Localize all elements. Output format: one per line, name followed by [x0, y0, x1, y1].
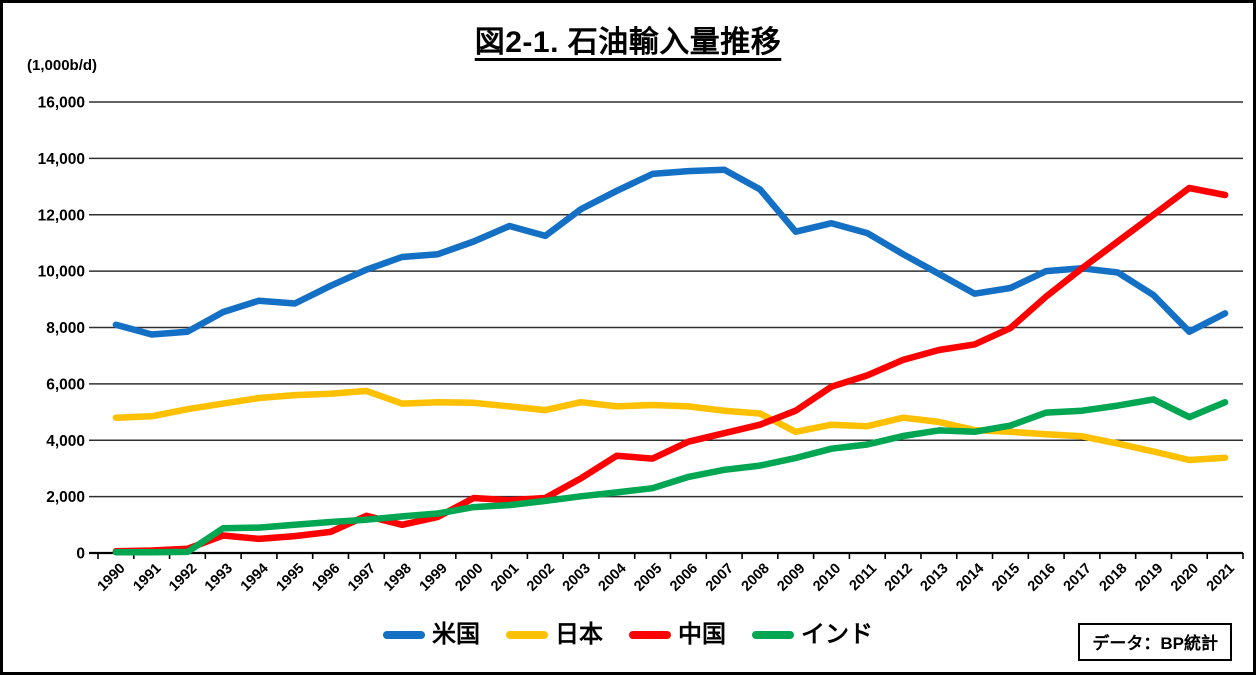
legend-item-china: 中国: [629, 623, 726, 647]
x-axis-tick-label: 2012: [882, 561, 916, 595]
legend-label-china: 中国: [678, 621, 726, 648]
legend-item-japan: 日本: [506, 623, 603, 647]
series-line-china: [112, 184, 1229, 555]
x-axis-tick-label: 2001: [488, 561, 522, 595]
legend-swatch-china: [629, 631, 671, 639]
legend-item-india: インド: [752, 623, 873, 647]
x-axis-tick-label: 2013: [918, 561, 952, 595]
x-axis-tick-label: 2007: [703, 561, 737, 595]
legend-item-usa: 米国: [383, 623, 480, 647]
x-axis-tick-label: 1993: [202, 561, 236, 595]
y-axis-tick-label: 6,000: [46, 376, 85, 393]
y-axis-tick-label: 14,000: [38, 151, 85, 168]
x-axis-tick-label: 1996: [309, 561, 343, 595]
series-line-japan: [112, 387, 1229, 464]
y-axis-tick-label: 16,000: [38, 95, 85, 112]
x-axis-tick-label: 1998: [381, 561, 415, 595]
x-axis-tick-label: 2021: [1204, 561, 1238, 595]
x-axis-tick-label: 2004: [596, 561, 630, 595]
x-axis-tick-label: 1990: [95, 561, 129, 595]
x-axis-tick-label: 2014: [953, 561, 987, 595]
data-source-box: データ：BP統計: [1078, 623, 1232, 661]
y-axis-tick-label: 4,000: [46, 433, 85, 450]
x-axis-tick-label: 2008: [739, 561, 773, 595]
series-line-usa: [112, 166, 1229, 338]
x-axis-tick-label: 2010: [810, 561, 844, 595]
x-axis-tick-label: 2015: [989, 561, 1023, 595]
x-axis-tick-label: 2017: [1061, 561, 1095, 595]
x-axis-tick-label: 2019: [1132, 561, 1166, 595]
y-axis-unit-label: (1,000b/d): [27, 57, 98, 74]
x-axis-tick-label: 2016: [1025, 561, 1059, 595]
legend-label-usa: 米国: [432, 621, 480, 648]
y-axis-tick-label: 10,000: [38, 264, 85, 281]
y-axis-tick-label: 0: [76, 546, 85, 563]
legend-swatch-india: [752, 631, 794, 639]
y-axis-tick-label: 12,000: [38, 207, 85, 224]
x-axis-tick-label: 2005: [631, 561, 665, 595]
x-axis-tick-label: 1999: [417, 561, 451, 595]
y-axis-tick-label: 8,000: [46, 320, 85, 337]
legend-swatch-usa: [383, 631, 425, 639]
legend-swatch-japan: [506, 631, 548, 639]
x-axis-tick-label: 2000: [452, 561, 486, 595]
series-line-india: [112, 396, 1229, 556]
x-axis-tick-label: 1997: [345, 561, 379, 595]
x-axis-tick-label: 2011: [847, 561, 881, 595]
x-axis-tick-label: 1991: [130, 561, 164, 595]
x-axis-tick-label: 1992: [166, 561, 200, 595]
x-axis-tick-label: 2003: [560, 561, 594, 595]
x-axis-tick-label: 2006: [667, 561, 701, 595]
chart-legend: 米国 日本 中国 インド: [3, 623, 1253, 647]
line-chart-plot: 0 2,000 4,000 6,000 8,000 10,000 12,000 14,000 1…: [38, 95, 1244, 595]
x-axis-tick-label: 1994: [238, 561, 272, 595]
chart-title: 図2-1. 石油輸入量推移: [474, 26, 782, 59]
legend-label-japan: 日本: [555, 621, 603, 648]
x-axis-tick-label: 1995: [273, 561, 307, 595]
y-axis-tick-label: 2,000: [46, 489, 85, 506]
x-axis-tick-label: 2009: [774, 561, 808, 595]
x-axis-tick-label: 2020: [1168, 561, 1202, 595]
legend-label-india: インド: [801, 621, 873, 648]
x-axis-tick-label: 2018: [1096, 561, 1130, 595]
x-axis-tick-label: 2002: [524, 561, 558, 595]
